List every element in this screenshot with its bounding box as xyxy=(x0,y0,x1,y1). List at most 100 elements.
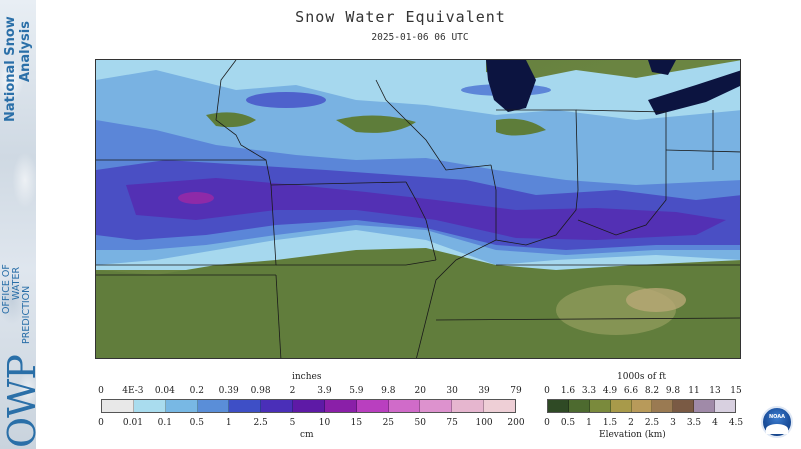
swe-color-swatch-3 xyxy=(197,400,230,412)
state-borders xyxy=(96,60,740,358)
elev-color-swatch-6 xyxy=(673,400,695,412)
elev-km-tick-6: 3 xyxy=(670,418,676,428)
elev-km-tick-2: 1 xyxy=(586,418,592,428)
swe-north-streak xyxy=(246,92,326,108)
swe-inch-tick-3: 0.2 xyxy=(189,386,204,396)
swe-color-swatch-4 xyxy=(229,400,262,412)
elev-km-tick-5: 2.5 xyxy=(644,418,660,428)
elev-color-swatch-0 xyxy=(548,400,569,412)
swe-inch-tick-2: 0.04 xyxy=(154,386,175,396)
lake-huron-north xyxy=(648,60,676,75)
swe-inch-tick-10: 20 xyxy=(414,386,426,396)
elev-ft-tick-1: 1.6 xyxy=(560,386,576,396)
swe-inch-tick-5: 0.98 xyxy=(250,386,271,396)
terrain-south xyxy=(96,248,740,358)
swe-cm-tick-7: 10 xyxy=(318,418,331,428)
swe-legend-inches-unit: inches xyxy=(292,372,322,382)
elev-legend-km-unit: Elevation (km) xyxy=(599,430,666,440)
elev-km-tick-1: 0.5 xyxy=(560,418,576,428)
swe-inch-tick-11: 30 xyxy=(446,386,458,396)
noaa-logo: NOAA xyxy=(761,406,793,438)
elev-km-tick-0: 0 xyxy=(544,418,550,428)
elev-ft-tick-7: 11 xyxy=(688,386,700,396)
elev-color-swatch-4 xyxy=(631,400,653,412)
swe-cm-tick-13: 200 xyxy=(507,418,525,428)
swe-cm-tick-6: 5 xyxy=(289,418,296,428)
swe-inch-tick-8: 5.9 xyxy=(349,386,364,396)
swe-color-swatch-8 xyxy=(356,400,389,412)
analysis-label: Analysis xyxy=(18,21,33,82)
lake-michigan xyxy=(486,60,536,112)
swe-inch-tick-13: 79 xyxy=(510,386,522,396)
elev-ft-tick-5: 8.2 xyxy=(644,386,660,396)
swe-color-swatch-6 xyxy=(293,400,325,412)
swe-cm-tick-11: 75 xyxy=(446,418,458,428)
swe-cm-tick-9: 25 xyxy=(382,418,395,428)
swe-color-swatch-10 xyxy=(420,400,453,412)
bare-patch-2 xyxy=(336,115,416,133)
elev-ft-tick-2: 3.3 xyxy=(581,386,597,396)
swe-cm-tick-8: 15 xyxy=(350,418,363,428)
elev-km-tick-3: 1.5 xyxy=(602,418,618,428)
swe-inch-tick-7: 3.9 xyxy=(317,386,332,396)
elev-color-swatch-8 xyxy=(715,400,736,412)
elev-ft-tick-0: 0 xyxy=(544,386,550,396)
elev-ft-tick-9: 15 xyxy=(730,386,742,396)
swe-inch-tick-0: 0 xyxy=(98,386,104,396)
elev-legend-ft-unit: 1000s of ft xyxy=(617,372,666,382)
swe-color-swatch-12 xyxy=(484,400,515,412)
bare-patch-1 xyxy=(206,112,256,128)
swe-cm-tick-10: 50 xyxy=(414,418,426,428)
elev-km-tick-4: 2 xyxy=(628,418,634,428)
swe-cm-tick-3: 0.5 xyxy=(189,418,204,428)
swe-cm-tick-1: 0.01 xyxy=(122,418,143,428)
swe-color-swatch-5 xyxy=(261,400,294,412)
map-timestamp: 2025-01-06 06 UTC xyxy=(371,32,469,43)
swe-inch-tick-9: 9.8 xyxy=(381,386,396,396)
swe-inch-tick-6: 2 xyxy=(289,386,296,396)
owp-sidebar: National Snow Analysis OFFICE OF WATER P… xyxy=(0,0,36,449)
prediction-label: PREDICTION xyxy=(21,285,32,344)
snow-texture xyxy=(0,0,36,449)
swe-cm-tick-0: 0 xyxy=(98,418,104,428)
elev-color-swatch-7 xyxy=(694,400,716,412)
elevation-color-bar xyxy=(547,399,736,413)
swe-map[interactable] xyxy=(95,59,741,359)
elev-color-swatch-3 xyxy=(610,400,632,412)
swe-cm-tick-12: 100 xyxy=(475,418,493,428)
elev-km-tick-8: 4 xyxy=(712,418,718,428)
swe-color-swatch-0 xyxy=(102,400,134,412)
appalachian-highs xyxy=(626,288,686,312)
elev-ft-tick-4: 6.6 xyxy=(623,386,639,396)
swe-purple-core xyxy=(126,178,726,240)
owp-logo-text: OWP xyxy=(0,355,36,448)
swe-magenta-patch xyxy=(178,192,214,204)
lake-erie xyxy=(648,70,740,115)
elev-color-swatch-2 xyxy=(589,400,611,412)
swe-inch-tick-4: 0.39 xyxy=(218,386,239,396)
noaa-gull-icon xyxy=(766,424,788,434)
swe-inch-tick-12: 39 xyxy=(478,386,490,396)
elev-km-tick-9: 4.5 xyxy=(728,418,744,428)
swe-color-swatch-7 xyxy=(324,400,357,412)
elev-color-swatch-5 xyxy=(652,400,674,412)
elev-km-tick-7: 3.5 xyxy=(686,418,702,428)
elev-ft-tick-3: 4.9 xyxy=(602,386,618,396)
noaa-logo-text: NOAA xyxy=(768,414,786,420)
swe-cm-tick-4: 1 xyxy=(225,418,232,428)
swe-color-swatch-11 xyxy=(452,400,485,412)
swe-inch-tick-1: 4E-3 xyxy=(122,386,144,396)
swe-cm-tick-5: 2.5 xyxy=(253,418,268,428)
elev-ft-tick-6: 9.8 xyxy=(665,386,681,396)
swe-color-swatch-2 xyxy=(165,400,198,412)
swe-color-swatch-9 xyxy=(388,400,421,412)
swe-color-bar xyxy=(101,399,516,413)
swe-legend-cm-unit: cm xyxy=(300,430,314,440)
map-title: Snow Water Equivalent xyxy=(295,8,506,26)
swe-map-canvas xyxy=(96,60,740,358)
swe-cm-tick-2: 0.1 xyxy=(157,418,173,428)
swe-color-swatch-1 xyxy=(133,400,166,412)
bare-patch-3 xyxy=(496,118,546,136)
elev-ft-tick-8: 13 xyxy=(709,386,721,396)
elev-color-swatch-1 xyxy=(568,400,590,412)
